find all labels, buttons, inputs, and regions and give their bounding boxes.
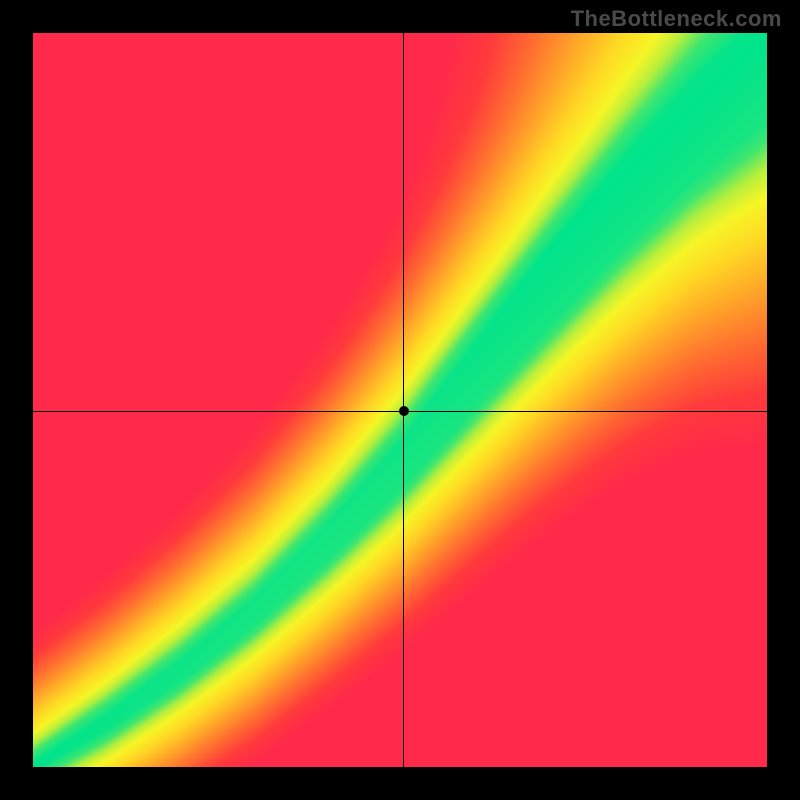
plot-area <box>33 33 767 767</box>
heatmap-canvas <box>33 33 767 767</box>
crosshair-vertical <box>403 33 404 767</box>
crosshair-marker-dot <box>399 406 409 416</box>
chart-root: TheBottleneck.com <box>0 0 800 800</box>
watermark-text: TheBottleneck.com <box>571 6 782 32</box>
